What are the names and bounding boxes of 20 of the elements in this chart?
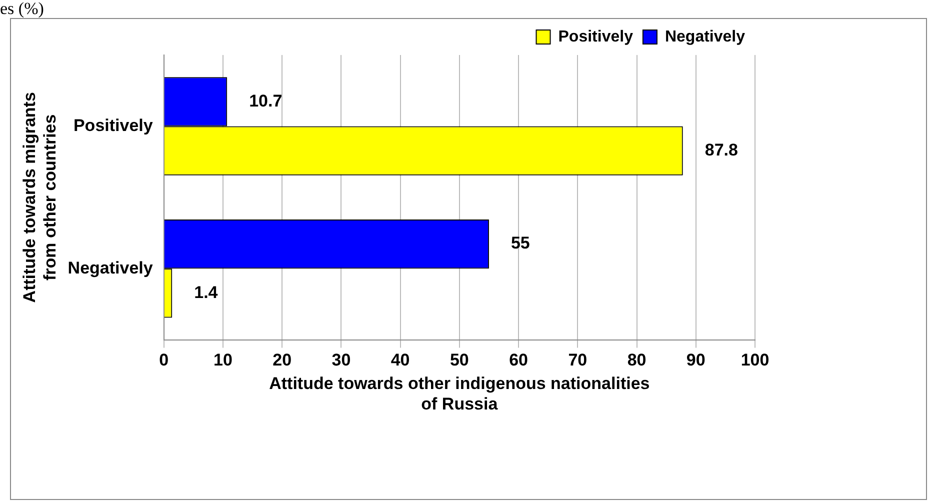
data-label: 55	[510, 234, 530, 253]
y-axis-title: Attitude towards migrants from other countries	[20, 92, 60, 303]
x-tick-label: 60	[509, 350, 528, 370]
x-tick-label: 10	[213, 350, 232, 370]
x-tick-label: 90	[686, 350, 706, 370]
text: es (%)	[0, 0, 44, 18]
x-tick-label: 50	[450, 350, 469, 370]
data-label: 1.4	[194, 282, 218, 302]
data-label: 87.8	[704, 140, 738, 160]
x-tick-label: 70	[568, 350, 588, 370]
x-tick-label: 0	[159, 350, 169, 370]
x-tick-label: 30	[332, 350, 351, 370]
data-label: 10.7	[249, 91, 282, 110]
x-axis-title: Attitude towards other indigenous nationalities of Russia	[269, 374, 650, 414]
x-tick-label: 100	[740, 350, 770, 370]
legend-label: Positively	[558, 28, 634, 46]
x-tick-label: 20	[272, 350, 292, 370]
legend-label: Negatively	[664, 28, 746, 46]
x-tick-label: 40	[390, 350, 410, 370]
x-tick-label: 80	[627, 350, 646, 370]
